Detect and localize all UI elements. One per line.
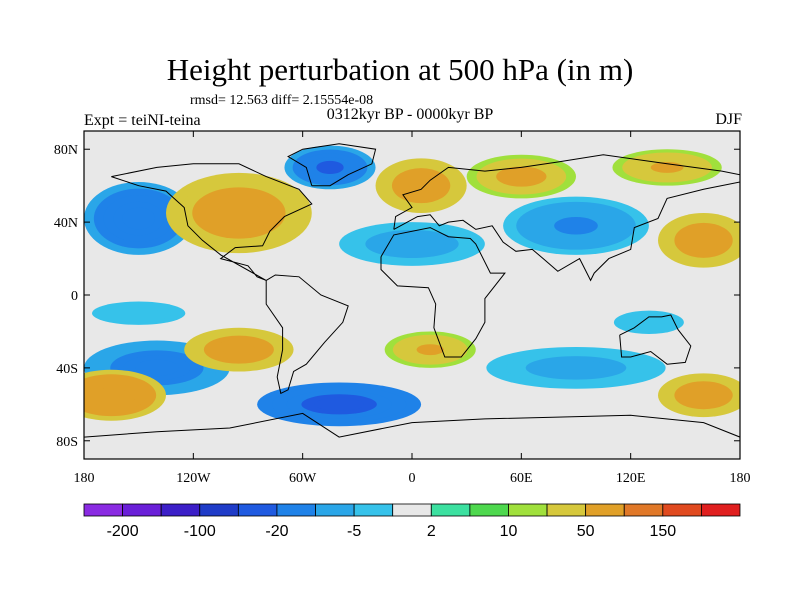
- lon-tick-label: 120E: [616, 471, 646, 486]
- colorbar-label: 2: [427, 523, 436, 540]
- anomaly-blob: [658, 213, 740, 268]
- coastline: [619, 314, 692, 365]
- coastlines: [84, 143, 740, 438]
- coastline: [380, 227, 506, 358]
- contour-band: [689, 232, 718, 249]
- colorbar-label: -100: [184, 523, 216, 540]
- contour-band: [504, 169, 538, 184]
- contour-band: [116, 307, 161, 319]
- coastline: [265, 274, 349, 395]
- anomaly-blob: [466, 342, 686, 394]
- colorbar-swatch: [585, 503, 625, 517]
- colorbar-swatch: [276, 503, 316, 517]
- anomaly-blob: [84, 295, 212, 332]
- colorbar-swatch: [469, 503, 509, 517]
- colorbar-label: -200: [107, 523, 139, 540]
- contour-band: [314, 397, 364, 411]
- lon-tick-label: 180: [74, 471, 95, 486]
- colorbar-swatch: [122, 503, 162, 517]
- colorbar-swatch: [392, 503, 432, 517]
- anomaly-blob: [375, 158, 467, 214]
- lon-tick-label: 0: [409, 471, 416, 486]
- anomaly-blob: [257, 382, 422, 427]
- colorbar-swatch: [199, 503, 239, 517]
- anomaly-blob: [166, 172, 312, 254]
- rmsd-diff-stats: rmsd= 12.563 diff= 2.15554e-08: [190, 93, 374, 108]
- contour-band: [122, 207, 156, 230]
- anomaly-blob: [658, 373, 740, 418]
- anomaly-blob: [84, 369, 166, 421]
- anomaly-blob: [284, 145, 376, 190]
- colorbar-swatch: [701, 503, 741, 517]
- colorbar-swatch: [353, 503, 394, 517]
- colorbar: -200 -100 -20 -5 2 10 50 150: [83, 503, 741, 540]
- anomaly-blob: [594, 304, 704, 341]
- season-label: DJF: [715, 111, 742, 128]
- lon-tick-label: 60W: [289, 471, 317, 486]
- colorbar-label: -20: [265, 523, 288, 540]
- contour-band: [689, 388, 718, 402]
- contour-band: [222, 343, 256, 357]
- anomaly-blob: [339, 222, 485, 266]
- anomaly-blob: [184, 327, 294, 372]
- lat-tick-label: 40S: [56, 362, 78, 377]
- contour-band: [407, 177, 435, 194]
- contour-band: [217, 200, 261, 226]
- colorbar-label: 50: [577, 523, 595, 540]
- anomaly-blob: [612, 149, 722, 186]
- contour-band: [543, 360, 609, 376]
- axis-ticks: 80N 40N 0 40S 80S 180 120W 60W 0 60E 120E 180: [54, 131, 751, 486]
- anomaly-blob: [384, 331, 476, 368]
- colorbar-label: -5: [347, 523, 361, 540]
- colorbar-swatch: [315, 503, 355, 517]
- anomaly-blob: [466, 154, 576, 199]
- lat-tick-label: 40N: [54, 216, 78, 231]
- colorbar-swatch: [508, 503, 548, 517]
- lat-tick-label: 80S: [56, 435, 78, 450]
- colorbar-swatch: [83, 503, 123, 517]
- lon-tick-label: 120W: [176, 471, 211, 486]
- map-title: Height perturbation at 500 hPa (in m): [166, 52, 634, 87]
- coastline: [111, 163, 313, 281]
- contour-band: [94, 387, 128, 403]
- colorbar-swatch: [662, 503, 702, 517]
- colorbar-swatch: [237, 503, 278, 517]
- colorbar-label: 10: [500, 523, 518, 540]
- colorbar-swatch: [430, 503, 471, 517]
- colorbar-swatch: [546, 503, 587, 517]
- contour-band: [416, 344, 444, 356]
- colorbar-swatch: [623, 503, 664, 517]
- lon-tick-label: 60E: [510, 471, 533, 486]
- anomaly-blob: [503, 196, 649, 255]
- contour-band: [632, 316, 666, 328]
- lat-tick-label: 80N: [54, 143, 78, 158]
- experiment-label: Expt = teiNI-teina: [84, 112, 201, 129]
- contour-band: [554, 217, 598, 235]
- lon-tick-label: 180: [730, 471, 751, 486]
- anomaly-blob: [84, 182, 194, 255]
- contour-band: [390, 237, 434, 251]
- lat-tick-label: 0: [71, 289, 78, 304]
- contour-band: [316, 160, 344, 175]
- contour-band: [135, 359, 179, 377]
- coastline: [287, 143, 377, 187]
- coastline: [393, 154, 740, 282]
- coastline: [84, 412, 740, 438]
- colorbar-label: 150: [649, 523, 676, 540]
- colorbar-swatch: [160, 503, 201, 517]
- period-label: 0312kyr BP - 0000kyr BP: [326, 106, 494, 123]
- contour-field: [84, 131, 740, 459]
